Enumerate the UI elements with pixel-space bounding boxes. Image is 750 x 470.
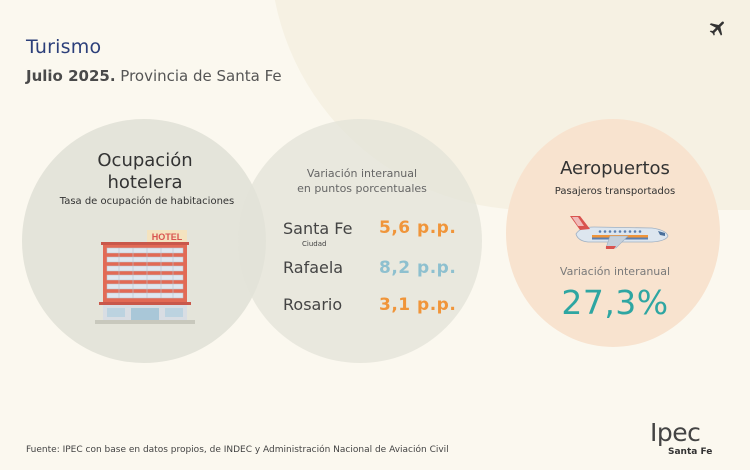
page-title: Turismo	[26, 36, 102, 58]
value-rosario: 3,1 p.p.	[379, 295, 457, 315]
hotel-building-icon: HOTEL	[95, 230, 195, 324]
subtitle-date: Julio 2025.	[26, 67, 116, 85]
ipec-logo: Ipec	[650, 418, 701, 447]
hotel-sign: HOTEL	[152, 232, 183, 242]
city-santa-fe: Santa Fe	[283, 219, 353, 238]
hotel-title-line2: hotelera	[107, 172, 183, 193]
ipec-logo-sub: Santa Fe	[668, 447, 713, 457]
airplane-illustration-icon	[570, 216, 669, 249]
variation-header: Variación interanual en puntos porcentua…	[282, 166, 442, 196]
airports-title: Aeropuertos	[560, 158, 670, 179]
airports-variation-value: 27,3%	[561, 283, 669, 322]
airplane-icon	[709, 21, 724, 36]
city-santa-fe-note: Ciudad	[302, 240, 327, 248]
hotel-subtitle: Tasa de ocupación de habitaciones	[59, 196, 235, 207]
source-note: Fuente: IPEC con base en datos propios, …	[26, 445, 449, 455]
value-santa-fe: 5,6 p.p.	[379, 218, 457, 238]
hotel-title-line1: Ocupación	[97, 150, 193, 171]
variation-circle	[238, 119, 482, 363]
airports-variation-label: Variación interanual	[559, 265, 671, 278]
variation-header-line1: Variación interanual	[306, 167, 418, 180]
city-rosario: Rosario	[283, 295, 343, 314]
subtitle-region: Provincia de Santa Fe	[115, 67, 282, 85]
hotel-title: Ocupación hotelera	[60, 150, 230, 194]
value-rafaela: 8,2 p.p.	[379, 258, 457, 278]
city-rafaela: Rafaela	[283, 258, 344, 277]
airports-subtitle: Pasajeros transportados	[554, 186, 676, 197]
variation-header-line2: en puntos porcentuales	[297, 182, 427, 195]
page-subtitle: Julio 2025. Provincia de Santa Fe	[26, 67, 282, 85]
